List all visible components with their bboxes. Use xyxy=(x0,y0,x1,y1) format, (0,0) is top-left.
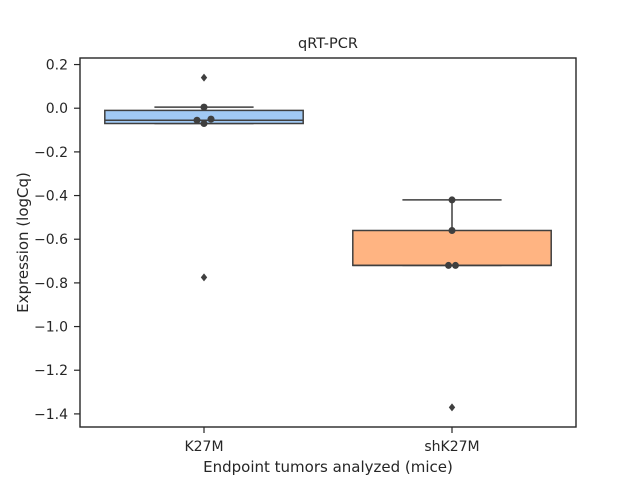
y-tick-label: 0.2 xyxy=(46,58,68,74)
y-tick-label: −0.6 xyxy=(34,232,68,248)
y-tick-label: −1.2 xyxy=(34,363,68,379)
data-point xyxy=(452,261,459,269)
data-point xyxy=(200,103,208,111)
data-point xyxy=(207,115,215,123)
data-point xyxy=(448,196,456,204)
y-tick-label: −0.4 xyxy=(34,189,68,205)
x-tick-label: shK27M xyxy=(424,439,479,455)
y-tick-label: 0.0 xyxy=(46,101,68,117)
data-point xyxy=(448,226,456,234)
chart-title: qRT-PCR xyxy=(298,36,358,52)
outlier-point xyxy=(200,73,208,82)
data-point xyxy=(193,116,201,124)
y-tick-label: −1.4 xyxy=(34,407,68,423)
x-tick-label: K27M xyxy=(184,439,223,455)
plot-frame xyxy=(79,57,577,428)
x-axis-label: Endpoint tumors analyzed (mice) xyxy=(203,458,453,476)
y-tick-label: −0.8 xyxy=(34,276,68,292)
y-tick-label: −0.2 xyxy=(34,145,68,161)
data-point xyxy=(200,120,208,128)
y-tick-label: −1.0 xyxy=(34,320,68,336)
data-point xyxy=(445,261,452,269)
outlier-point xyxy=(200,273,208,282)
box-shK27M xyxy=(352,229,552,267)
outlier-point xyxy=(448,403,456,412)
y-axis-label: Expression (logCq) xyxy=(14,172,32,313)
